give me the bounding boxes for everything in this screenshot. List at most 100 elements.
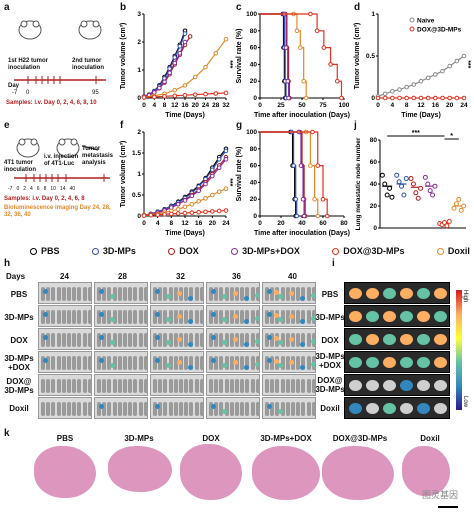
mouse-silhouette [219,356,224,370]
data-point [446,218,452,224]
i-row-pbs: PBS [321,290,339,299]
y-tick-label: 0 [253,95,257,102]
lung-specimen [349,403,362,414]
mouse-silhouette [117,402,122,416]
mouse-silhouette [112,333,117,347]
significance-annotation: *** [412,130,420,137]
days-label: Days [6,272,26,281]
mouse-icon [18,20,42,40]
mouse-silhouette [199,356,203,370]
legend-item-3d-mps: 3D-MPs [91,246,136,256]
mouse-silhouette [56,287,61,301]
data-point [223,90,229,96]
mouse-silhouette [240,310,245,324]
bioluminescence-image [262,374,316,396]
signal-spot [274,313,279,318]
data-point [189,210,195,215]
legend-label: Doxil [447,246,470,256]
x-tick-label: 20 [192,102,200,109]
mouse-silhouette [82,333,87,347]
data-point [203,64,208,70]
y-tick-label: 80 [250,28,258,35]
mouse-icon [16,138,40,158]
mouse-silhouette [219,379,224,393]
x-tick-label: 16 [432,102,440,109]
x-tick-label: 24 [222,220,230,227]
mouse-silhouette [46,379,51,393]
data-point [157,85,162,91]
chart-d: 0 4 8 12 16 20 24 0 0.5 1 Time (Days) Tumor volume … [354,11,471,119]
mouse-silhouette [224,310,229,324]
data-point [415,195,421,201]
mouse-silhouette [311,379,315,393]
y-axis-label: Tumor volume (cm³) [354,23,361,90]
mouse-silhouette [133,356,138,370]
x-tick-label: 75 [319,102,327,109]
mouse-silhouette [189,310,194,324]
data-point [182,83,188,88]
bioluminescence-image [206,328,260,350]
data-point [175,201,181,207]
h-row-3d-mps: 3D-MPs [4,313,34,322]
mouse-silhouette [123,333,127,347]
lung-specimen [417,288,430,299]
bioluminescence-image [94,282,148,304]
mouse-silhouette [61,379,66,393]
mouse-silhouette [41,310,45,324]
mouse-silhouette [173,402,178,416]
mouse-silhouette [280,333,285,347]
x-axis-label: Time (Days) [401,112,441,119]
y-tick-label: 0 [137,95,141,102]
mouse-silhouette [265,379,269,393]
series-line [260,131,306,216]
data-point [301,78,306,84]
signal-spot [233,360,238,365]
mouse-silhouette [270,402,275,416]
panel-e-day: 0 [16,186,20,192]
mouse-silhouette [82,402,87,416]
data-point [461,53,467,59]
mouse-silhouette [280,310,285,324]
data-point [293,196,299,202]
y-tick-label: 80 [250,146,258,153]
mouse-silhouette [153,402,157,416]
signal-spot [211,404,216,409]
mouse-silhouette [77,356,82,370]
data-point [216,157,222,162]
mouse-silhouette [250,402,255,416]
signal-spot [278,340,283,345]
mouse-silhouette [270,356,275,370]
x-tick-label: 24 [202,102,210,109]
mouse-silhouette [138,379,143,393]
mouse-silhouette [123,402,127,416]
mouse-silhouette [184,356,189,370]
mouse-silhouette [82,310,87,324]
bioluminescence-image [150,397,204,419]
mouse-silhouette [158,356,163,370]
data-point [169,211,174,217]
lung-specimen [417,311,430,322]
mouse-silhouette [296,310,301,324]
mouse-icon [56,138,80,158]
histology-doxil [402,446,450,496]
signal-spot [233,291,238,296]
mouse-silhouette [291,379,295,393]
mouse-silhouette [184,402,189,416]
data-point [418,78,424,84]
mouse-silhouette [51,287,56,301]
mouse-silhouette [138,310,143,324]
data-point [182,31,188,36]
mouse-silhouette [296,356,301,370]
data-point [397,95,402,101]
mouse-silhouette [270,333,275,347]
lung-specimen [417,403,430,414]
mouse-silhouette [158,287,163,301]
mouse-silhouette [143,333,147,347]
bioluminescence-image [38,374,92,396]
mouse-silhouette [107,402,112,416]
mouse-silhouette [168,333,173,347]
mouse-silhouette [112,402,117,416]
y-tick-label: 3 [137,11,141,18]
h-row-doxil: Doxil [9,404,29,413]
